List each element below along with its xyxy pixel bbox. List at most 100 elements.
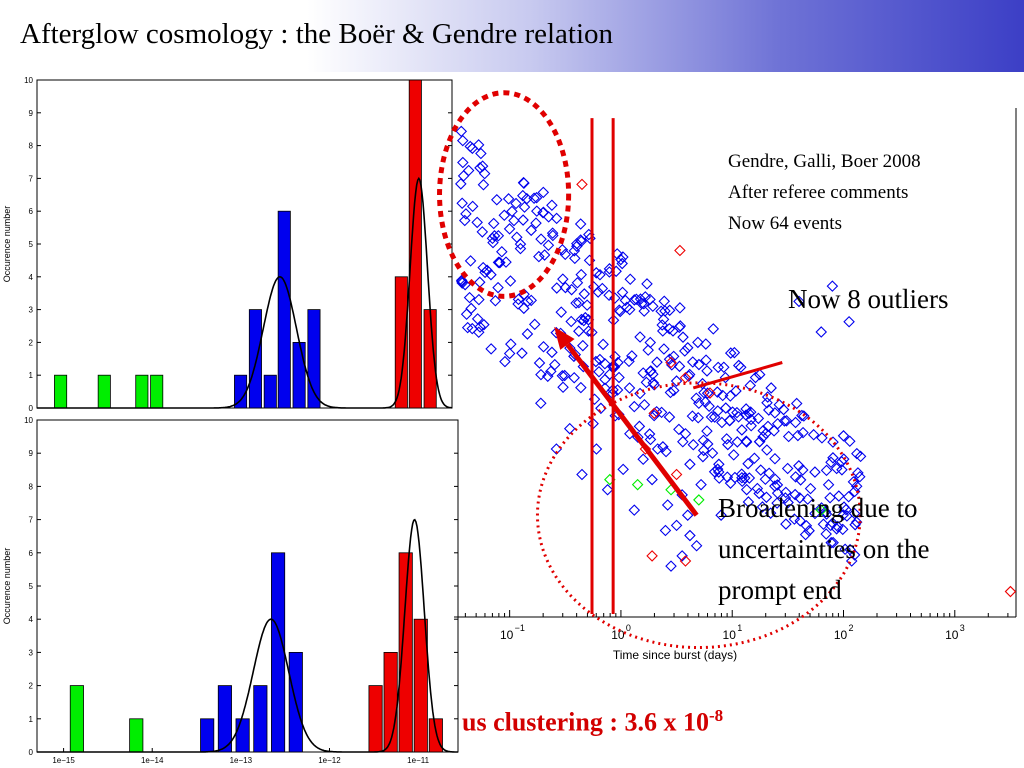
scatter-point-blue: [780, 415, 793, 427]
scatter-point-blue: [700, 354, 712, 366]
arrow-shaft: [565, 342, 699, 517]
scatter-point-blue: [571, 276, 584, 289]
histogram-bar-blue: [248, 309, 262, 409]
scatter-point-blue: [477, 178, 490, 191]
scatter-point-blue: [617, 463, 629, 476]
scatter-point-red: [648, 407, 661, 420]
scatter-point-blue: [715, 509, 727, 521]
scatter-point-blue: [485, 268, 497, 281]
scatter-point-blue: [514, 242, 527, 255]
scatter-x-tick-label: 10: [500, 628, 514, 642]
scatter-point-blue: [546, 346, 558, 359]
scatter-point-blue: [777, 403, 790, 416]
scatter-point-blue: [792, 429, 804, 442]
x-tick-label: 1e−13: [230, 756, 253, 765]
scatter-point-blue: [574, 218, 587, 230]
scatter-point-blue: [538, 249, 551, 261]
scatter-point-blue: [570, 297, 582, 309]
scatter-point-blue: [592, 286, 604, 298]
annotation-broadening: Broadening due to uncertainties on the p…: [718, 488, 929, 611]
scatter-point-blue: [565, 315, 577, 328]
scatter-point-blue: [790, 397, 803, 410]
scatter-point-blue: [757, 431, 769, 443]
scatter-point-blue: [678, 345, 691, 357]
scatter-point-blue: [503, 347, 516, 360]
scatter-point-blue: [626, 350, 638, 362]
y-tick-label: 5: [29, 582, 34, 591]
cluster-ellipse: [437, 90, 572, 299]
scatter-point-blue: [537, 186, 550, 199]
scatter-point-blue: [456, 197, 468, 210]
scatter-point-blue: [711, 405, 724, 417]
scatter-point-blue: [676, 550, 688, 562]
histogram-bar-blue: [292, 341, 306, 409]
scatter-point-blue: [670, 375, 683, 387]
scatter-point-blue: [844, 543, 856, 556]
scatter-point-blue: [487, 217, 500, 230]
scatter-point-blue: [644, 365, 656, 378]
scatter-point-blue: [830, 523, 843, 535]
histogram-bar-green: [135, 374, 149, 409]
scatter-point-blue: [599, 373, 611, 386]
scatter-point-blue: [508, 214, 520, 227]
scatter-point-blue: [667, 325, 679, 337]
scatter-point-blue: [638, 305, 650, 317]
scatter-point-blue: [655, 406, 668, 419]
scatter-point-blue: [471, 313, 484, 325]
scatter-point-blue: [504, 275, 517, 287]
scatter-point-blue: [847, 476, 860, 488]
scatter-point-blue: [722, 438, 734, 451]
scatter-point-blue: [663, 353, 676, 366]
scatter-point-blue: [842, 490, 855, 503]
scatter-point-blue: [556, 243, 569, 256]
scatter-point-blue: [692, 412, 704, 424]
scatter-point-blue: [503, 223, 516, 235]
scatter-point-blue: [712, 361, 724, 374]
scatter-point-blue: [761, 391, 774, 403]
y-tick-label: 4: [29, 273, 34, 282]
y-tick-label: 10: [24, 76, 33, 85]
scatter-point-blue: [575, 268, 588, 281]
scatter-point-red: [674, 244, 686, 257]
scatter-point-blue: [660, 445, 672, 458]
scatter-point-blue: [769, 473, 781, 486]
scatter-point-blue: [854, 450, 867, 463]
y-tick-label: 5: [29, 240, 34, 249]
scatter-point-blue: [679, 427, 692, 440]
scatter-point-blue: [521, 328, 534, 340]
outlier-pointer-line: [692, 361, 783, 390]
scatter-point-blue: [657, 441, 669, 453]
scatter-point-red: [665, 356, 677, 369]
scatter-point-blue: [491, 193, 503, 206]
scatter-point-blue: [575, 313, 588, 326]
histogram-frame: [36, 79, 453, 409]
scatter-point-blue: [761, 444, 773, 456]
scatter-point-blue: [848, 485, 861, 498]
scatter-point-blue: [646, 473, 658, 486]
scatter-x-tick-label: 10: [611, 628, 625, 642]
scatter-point-blue: [771, 418, 784, 430]
scatter-point-blue: [568, 245, 581, 257]
scatter-point-blue: [541, 370, 554, 383]
scatter-point-blue: [531, 205, 543, 217]
scatter-point-blue: [716, 389, 729, 402]
scatter-point-blue: [573, 325, 585, 337]
scatter-point-blue: [638, 297, 650, 310]
scatter-point-blue: [593, 365, 605, 378]
scatter-point-blue: [596, 282, 609, 295]
scatter-point-blue: [525, 224, 537, 237]
scatter-point-blue: [735, 468, 748, 480]
scatter-point-blue: [771, 497, 783, 509]
scatter-point-blue: [735, 361, 747, 374]
scatter-point-blue: [840, 503, 852, 516]
scatter-point-blue: [796, 464, 809, 476]
scatter-point-blue: [565, 283, 578, 296]
scatter-point-blue: [464, 140, 477, 153]
scatter-point-blue: [753, 368, 766, 381]
scatter-point-blue: [761, 396, 773, 409]
scatter-point-blue: [719, 402, 732, 414]
scatter-point-blue: [819, 506, 832, 518]
scatter-point-blue: [801, 493, 814, 505]
scatter-point-blue: [466, 200, 479, 213]
scatter-point-green: [631, 478, 644, 491]
